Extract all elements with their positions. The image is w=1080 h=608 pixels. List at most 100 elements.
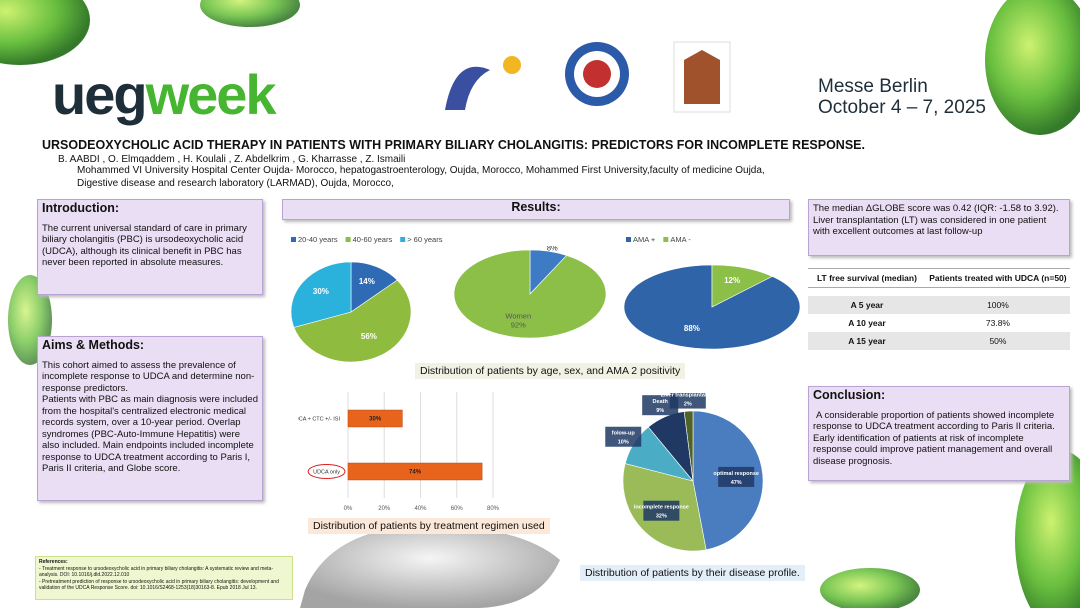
legend-swatch [345,237,351,242]
x-tick-label: 60% [451,506,464,512]
section-title: Aims & Methods: [42,338,145,352]
legend-label: AMA - [670,235,691,244]
ueg-logo: uegweek [52,62,277,127]
section-text: A considerable proportion of patients sh… [813,409,1055,467]
data-label: 30% [369,417,382,423]
cell: 73.8% [985,318,1010,328]
data-label: 12% [724,276,740,285]
legend-swatch [626,237,631,242]
legend-swatch [663,237,669,242]
poster-title: URSODEOXYCHOLIC ACID THERAPY IN PATIENTS… [42,138,865,152]
x-tick-label: 20% [378,506,391,512]
authors: B. AABDI , O. Elmqaddem , H. Koulali , Z… [58,154,406,165]
data-label: 14% [359,277,375,286]
legend-label: 20-40 years [298,235,338,244]
section-title: Conclusion: [813,388,886,402]
data-label: 30% [313,287,329,296]
legend-swatch [291,237,296,242]
category-label: Death [653,399,669,405]
category-label: Liver transplantation [661,393,716,399]
summary-box: The median ΔGLOBE score was 0.42 (IQR: -… [808,199,1070,256]
bar [347,462,483,481]
table-row: A 15 year 50% [808,332,1070,350]
affiliation: Digestive disease and research laborator… [77,177,394,189]
x-tick-label: 0% [344,506,353,512]
pie-slice [711,264,773,308]
legend-label: > 60 years [407,235,442,244]
data-label: 2% [684,402,692,408]
section-text: This cohort aimed to assess the prevalen… [42,359,255,394]
label-box [669,393,706,409]
chart-caption: Distribution of patients by their diseas… [580,565,805,581]
affiliation: Mohammed VI University Hospital Center O… [77,165,765,176]
data-label: 74% [409,470,422,476]
pie-slice [350,261,398,313]
data-label: 88% [684,324,700,333]
data-label: 8% [547,246,558,253]
references-box: References: - Treatment response to urso… [35,556,293,600]
section-text: The current universal standard of care i… [42,222,247,269]
bar [347,409,403,428]
pie-slice [293,279,412,363]
references-title: References: [39,559,68,565]
header-cell: Patients treated with UDCA (n=50) [929,273,1067,283]
affiliations: Mohammed VI University Hospital Center O… [77,165,765,190]
section-text: The median ΔGLOBE score was 0.42 (IQR: -… [813,203,1059,237]
data-label: 47% [731,480,742,486]
chart: 0% 20% 40% 60% 80% 30% UDCA + CTC +/- ISI 74% UD… [298,392,500,512]
x-tick-label: 40% [414,506,427,512]
legend-label: 40-60 years [353,235,393,244]
data-label: 32% [656,514,667,520]
section-text: Patients with PBC as main diagnosis were… [42,394,258,474]
legend-label: AMA + [633,235,656,244]
aims-box: Aims & Methods: This cohort aimed to ass… [37,336,263,501]
event-dates: October 4 – 7, 2025 [818,97,986,118]
table-row: A 10 year 73.8% [808,314,1070,332]
category-label: UDCA only [313,470,340,476]
table-header: LT free survival (median) Patients treat… [808,268,1070,288]
x-tick-label: 80% [487,506,500,512]
section-title: Introduction: [42,201,120,215]
category-label: incomplete response [634,505,689,511]
highlight-circle [307,464,346,479]
logo-week: week [145,63,277,126]
cell: 50% [989,336,1007,346]
label-box [605,426,642,447]
category-label: UDCA + CTC +/- ISI [298,417,340,423]
legend-swatch [400,237,406,242]
reference: - Pretreatment prediction of response to… [39,578,279,592]
header-cell: LT free survival (median) [816,273,917,283]
chart-caption: Distribution of patients by age, sex, an… [415,363,686,379]
event-venue: Messe Berlin [818,76,928,97]
category-label: Women [505,311,531,320]
section-title: Results: [511,200,561,214]
category-label: folow-up [612,431,636,437]
pie-slice [290,261,352,328]
survival-table: LT free survival (median) Patients treat… [808,268,1070,350]
logo-ueg: ueg [52,63,148,126]
table-row: A 5 year 100% [808,296,1070,314]
chart: AMA + AMA - 88% 12% [623,235,801,350]
label-box [718,466,755,487]
cell: A 5 year [850,300,884,310]
pie-slice [453,249,607,339]
chart-caption: Distribution of patients by treatment re… [308,518,550,534]
data-label: 10% [618,440,629,446]
data-label: 56% [361,332,377,341]
table: LT free survival (median) Patients treat… [808,268,1070,350]
data-label: 92% [511,320,526,329]
label-box [642,395,679,416]
cell: A 15 year [848,336,886,346]
chart: optimal response 47% incomplete response 32… [605,393,764,552]
introduction-box: Introduction: The current universal stan… [37,199,263,295]
label-box [643,500,680,521]
cell: A 10 year [848,318,886,328]
event-info: Messe Berlin October 4 – 7, 2025 [818,76,986,118]
category-label: optimal response [713,471,759,477]
cell: 100% [987,300,1009,310]
reference: - Treatment response to ursodeoxycholic … [39,565,273,579]
results-header: Results: [282,199,790,220]
